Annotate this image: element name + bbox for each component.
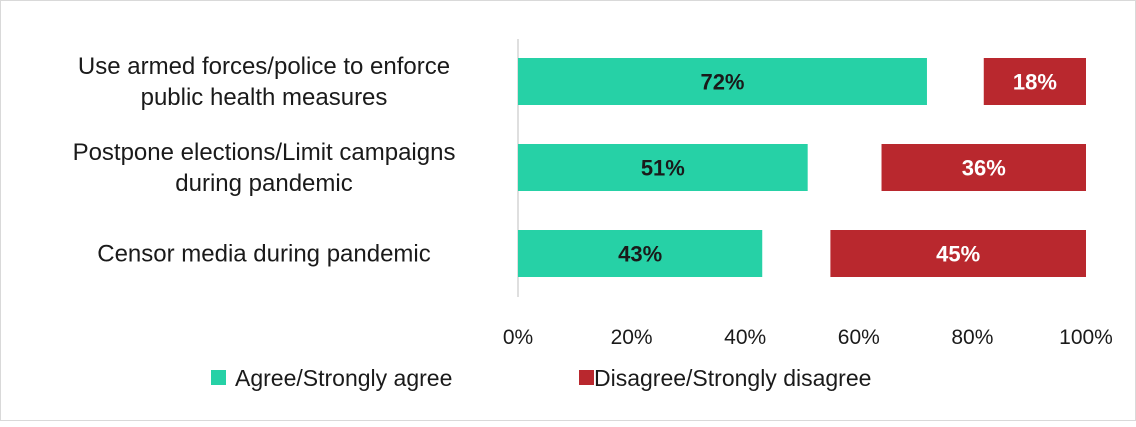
legend-label: Disagree/Strongly disagree [594,365,871,391]
category-label-line: Postpone elections/Limit campaigns [73,139,456,166]
category-labels: Use armed forces/police to enforce public… [73,53,456,268]
bar-agree [518,230,763,277]
data-label: 18% [1013,70,1057,95]
legend-swatch [211,370,226,385]
tick-labels: 0% 20% 40% 60% 80% 100% [503,326,1113,349]
category-label-line: during pandemic [175,170,352,197]
x-tick-label: 60% [838,326,880,349]
category-label-line: Use armed forces/police to enforce [78,53,450,80]
category-label: Postpone elections/Limit campaigns during… [73,139,456,197]
bar-agree [518,58,927,105]
x-tick-label: 20% [611,326,653,349]
x-tick-label: 40% [724,326,766,349]
legend-item: Disagree/Strongly disagree [579,365,871,391]
legend-swatch [579,370,594,385]
category-label-line: Censor media during pandemic [97,241,431,268]
legend-item: Agree/Strongly agree [211,365,452,391]
data-label: 43% [618,242,662,267]
data-label: 51% [641,156,685,181]
bar-disagree [830,230,1086,277]
legend: Agree/Strongly agree Disagree/Strongly di… [211,365,871,391]
bars [518,58,1086,277]
category-label: Censor media during pandemic [97,241,431,268]
data-label: 72% [700,70,744,95]
x-tick-label: 0% [503,326,533,349]
category-label-line: public health measures [141,84,388,111]
x-tick-label: 80% [951,326,993,349]
data-label: 45% [936,242,980,267]
x-tick-label: 100% [1059,326,1113,349]
data-label: 36% [962,156,1006,181]
data-labels: 72% 18% 51% 36% 43% 45% [618,70,1057,267]
bar-disagree [881,144,1086,191]
bar-agree [518,144,808,191]
category-label: Use armed forces/police to enforce public… [78,53,450,111]
bar-disagree [983,58,1086,105]
legend-label: Agree/Strongly agree [235,365,452,391]
